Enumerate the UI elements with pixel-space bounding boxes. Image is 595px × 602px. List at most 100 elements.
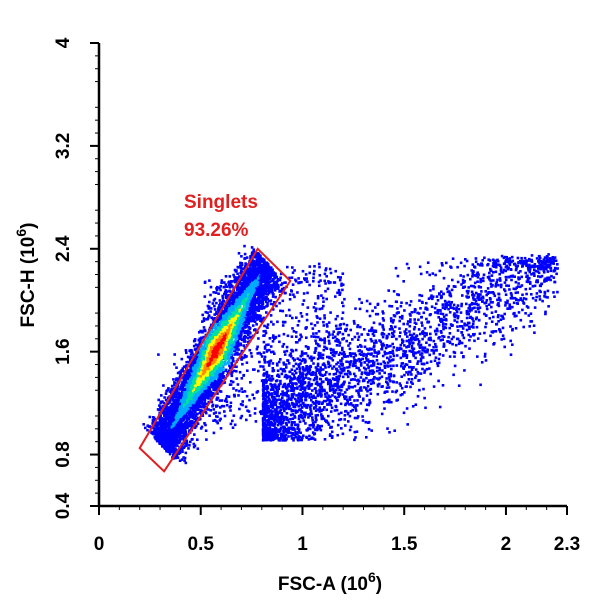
data-point [359,376,363,379]
data-point [285,416,289,420]
data-point [274,400,278,404]
data-point [338,418,341,422]
data-point [241,362,244,366]
data-point [253,320,257,323]
data-point [278,340,281,344]
data-point [378,382,381,386]
data-point [495,281,499,284]
data-point [341,332,345,336]
data-point [401,340,405,343]
data-point [448,332,452,335]
data-point [445,301,449,305]
data-point [289,389,293,392]
data-point [465,309,469,313]
data-point [321,402,324,405]
data-point [323,345,326,349]
data-point [461,278,465,282]
data-point [306,354,310,358]
data-point [498,298,502,302]
data-point [453,355,456,358]
data-point [300,359,304,363]
data-point [439,309,442,312]
data-point [511,327,514,331]
data-point [419,353,422,356]
data-point [405,345,408,349]
data-point [472,333,475,337]
data-point [274,336,277,340]
data-point [319,352,322,355]
data-point [266,431,269,434]
data-point [303,369,307,372]
data-point [420,362,424,366]
data-point [545,255,549,258]
data-point [238,407,241,411]
data-point [280,411,283,415]
data-point [281,385,285,389]
data-point [323,337,326,340]
data-point [216,383,220,387]
data-point [320,417,324,421]
data-point [343,391,347,394]
data-point [550,261,553,265]
data-point [476,280,479,283]
data-point [338,388,341,392]
data-point [354,436,357,439]
data-point [293,423,297,427]
data-point [315,426,319,429]
data-point [297,375,301,378]
data-point [409,365,413,369]
data-point [548,263,552,266]
data-point [421,324,424,327]
data-point [279,309,282,313]
data-point [546,265,549,269]
data-point [511,305,514,309]
data-point [297,396,300,400]
data-point [302,377,306,381]
data-point [484,359,488,362]
data-point [465,289,469,293]
data-point [389,355,392,358]
data-point [474,299,478,303]
data-point [503,255,507,259]
data-point [349,354,353,358]
data-point [208,300,211,304]
data-point [215,420,218,423]
data-point [230,298,234,302]
data-point [343,353,347,356]
data-point [228,383,232,386]
data-point [403,309,406,312]
data-point [400,364,403,368]
data-point [314,428,318,432]
data-point [408,312,412,316]
data-point [441,306,445,310]
data-point [392,364,395,368]
data-point [319,366,322,369]
data-point [251,317,255,321]
data-point [314,349,317,352]
data-point [503,312,506,316]
data-point [473,302,476,306]
data-point [394,266,398,270]
data-point [546,289,550,293]
data-point [504,269,507,273]
data-point [544,267,547,270]
data-point [281,435,284,438]
data-point [376,384,380,388]
data-point [212,318,216,322]
data-point [409,318,412,321]
data-point [295,386,299,389]
data-point [423,396,426,400]
data-point [318,370,322,373]
data-point [318,402,321,405]
data-point [476,355,479,358]
data-point [342,382,345,385]
data-point [304,326,307,330]
data-point [370,429,373,432]
data-point [246,369,249,372]
data-point [475,274,479,278]
data-point [451,278,454,282]
data-point [408,303,412,307]
data-point [500,283,503,287]
data-point [278,402,282,405]
data-point [502,337,506,341]
